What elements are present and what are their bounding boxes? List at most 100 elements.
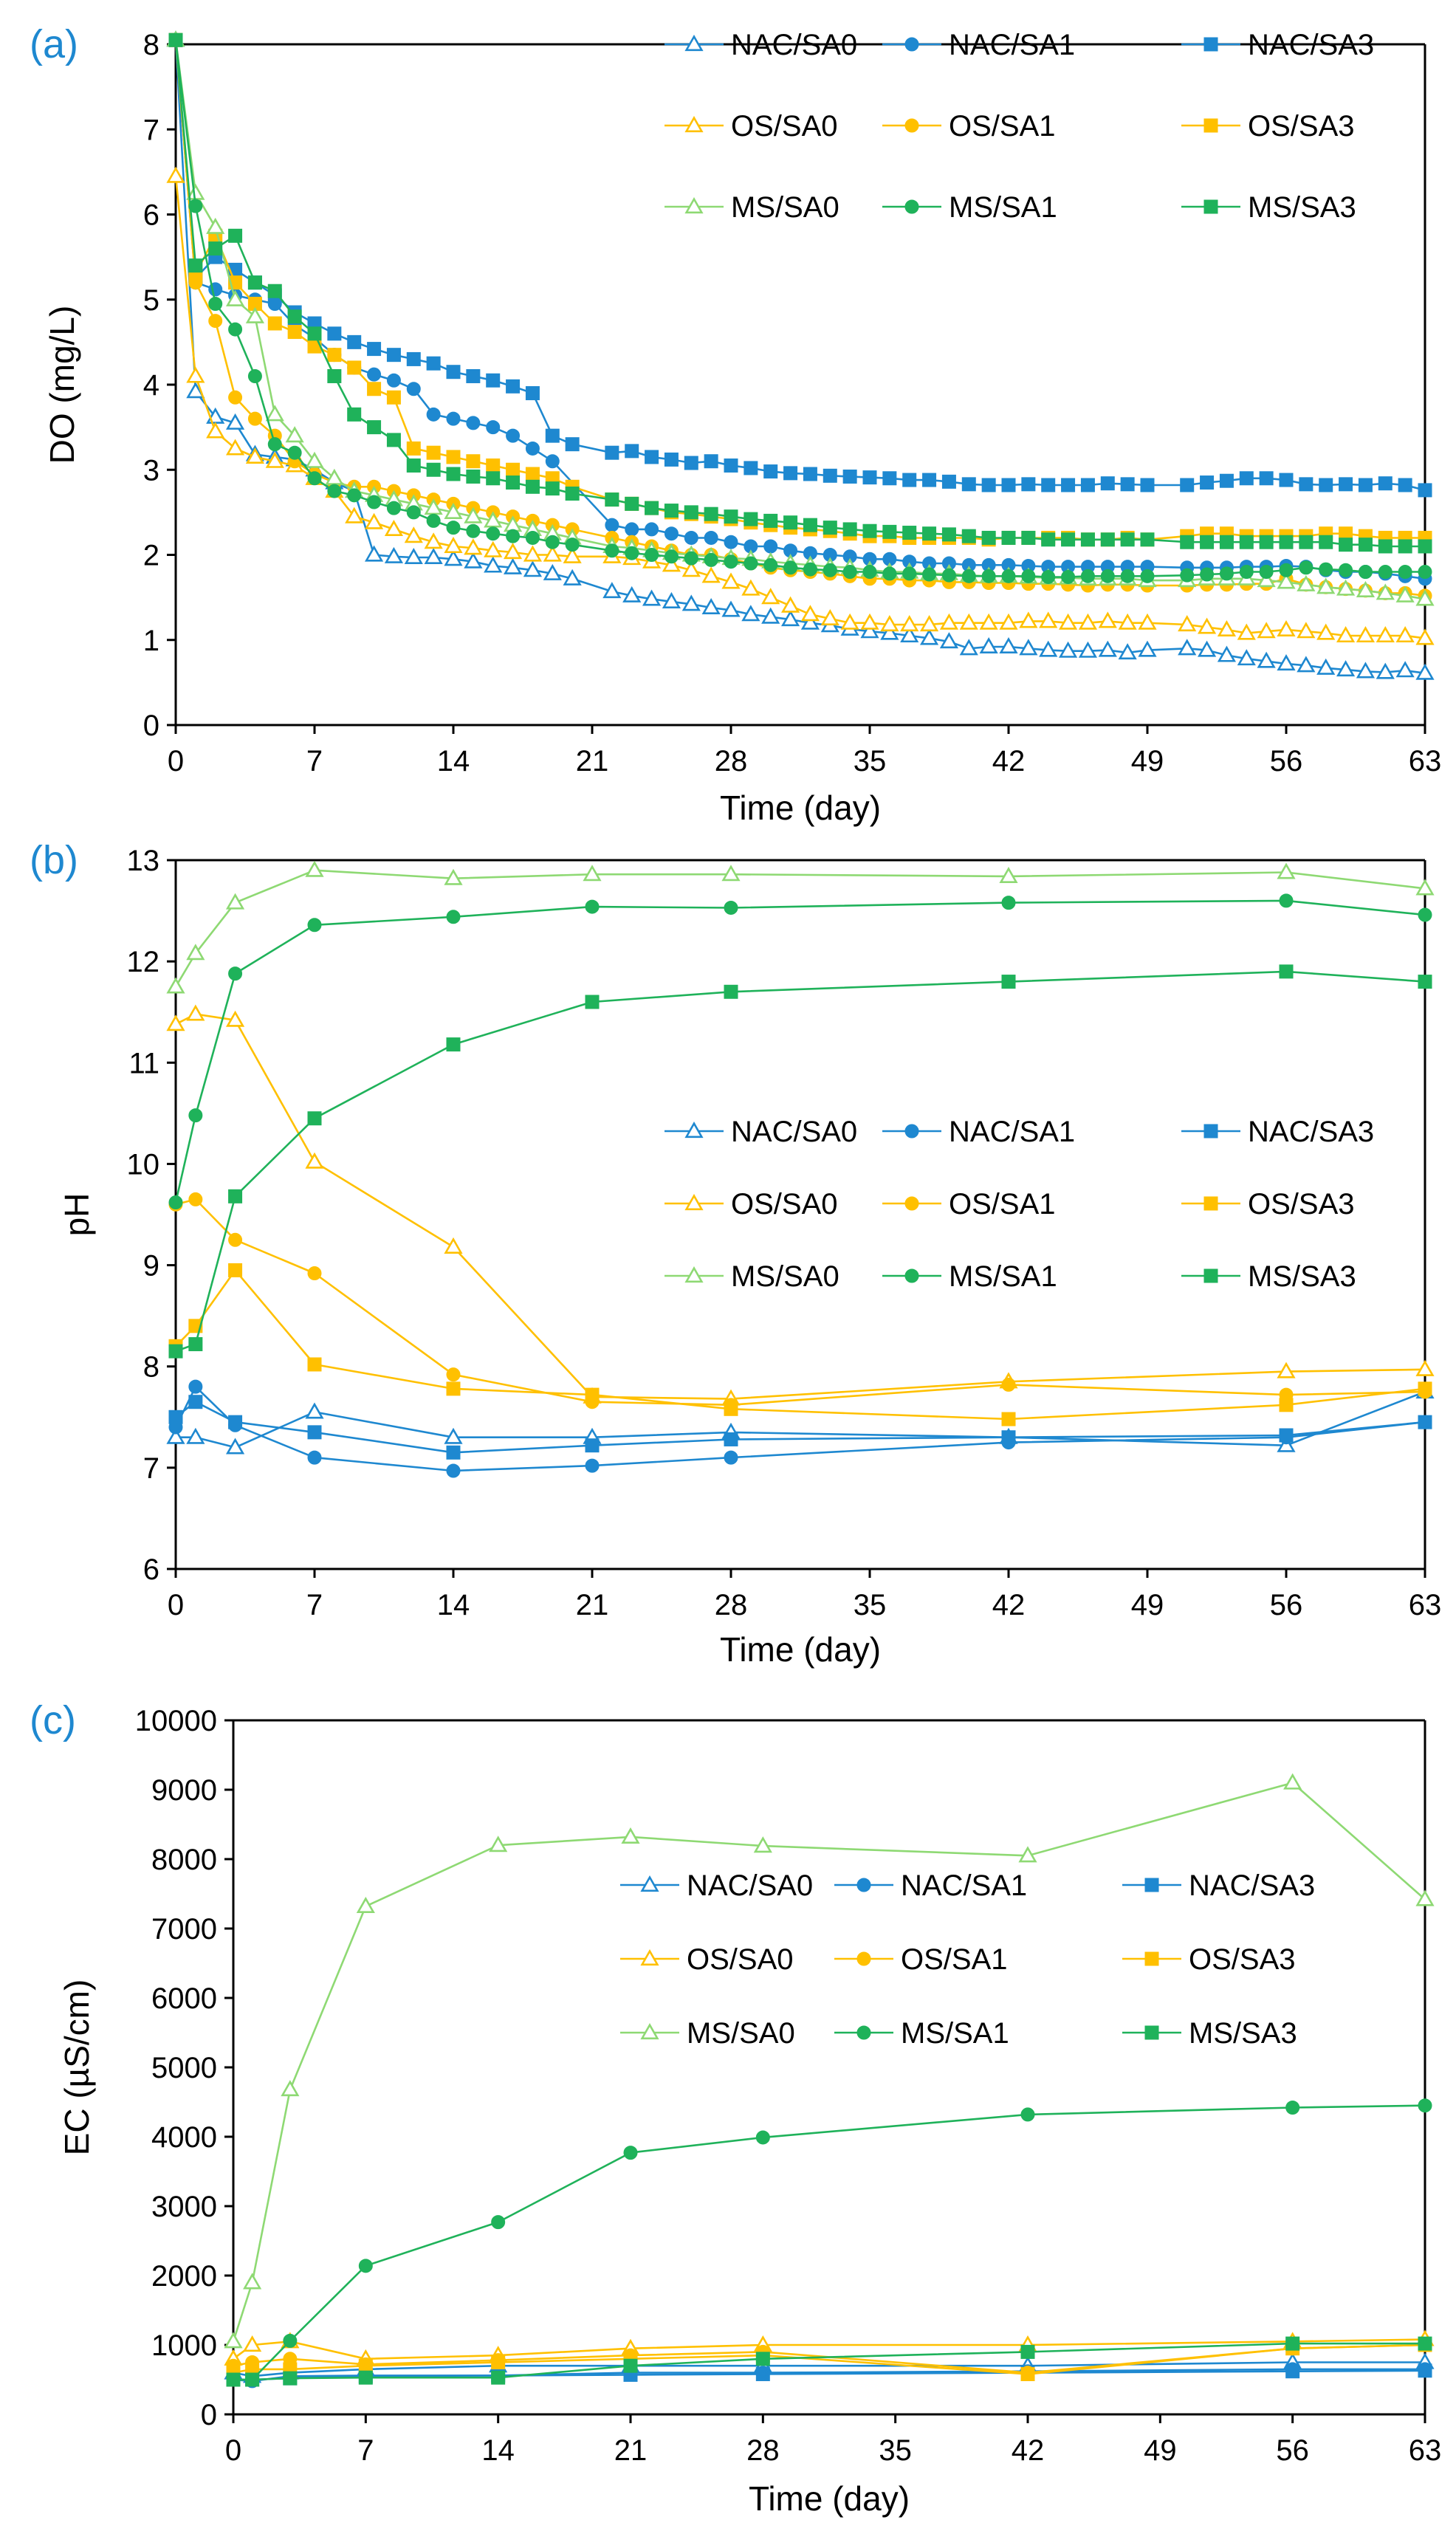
data-point-nac-sa3: [1279, 473, 1294, 487]
data-point-os-sa0: [840, 613, 859, 630]
legend-marker: [684, 35, 704, 52]
data-point-ms-sa3: [1041, 532, 1056, 547]
data-point-ms-sa0: [721, 865, 741, 882]
data-point-ms-sa0: [224, 2332, 243, 2349]
legend-marker: [1203, 118, 1218, 133]
legend-marker: [904, 1268, 919, 1283]
legend-label: MS/SA1: [949, 191, 1057, 224]
data-point-ms-sa3: [623, 2358, 638, 2373]
data-point-ms-sa0: [305, 860, 324, 877]
legend-entry-ms-sa0: MS/SA0: [665, 1260, 839, 1293]
legend-label: NAC/SA0: [687, 1869, 813, 1902]
y-tick-label: 7000: [151, 1913, 217, 1946]
data-point-ms-sa1: [1041, 569, 1056, 584]
data-point-ms-sa0: [621, 1827, 640, 1844]
data-point-nac-sa0: [364, 545, 384, 562]
data-point-ms-sa1: [491, 2215, 506, 2230]
x-tick-label: 35: [879, 2434, 912, 2467]
data-point-ms-sa1: [426, 513, 441, 528]
data-point-ms-sa1: [506, 529, 521, 543]
data-point-ms-sa3: [1001, 530, 1016, 545]
data-point-nac-sa0: [880, 623, 899, 640]
x-tick-label: 28: [715, 745, 748, 777]
data-point-ms-sa3: [981, 530, 996, 545]
data-point-nac-sa3: [1259, 471, 1274, 486]
legend-marker: [1144, 1878, 1159, 1892]
data-point-nac-sa3: [823, 468, 837, 483]
data-point-nac-sa3: [1339, 477, 1353, 492]
data-point-ms-sa1: [446, 521, 461, 535]
data-point-os-sa0: [1138, 613, 1157, 630]
data-point-os-sa3: [446, 1381, 461, 1396]
data-point-nac-sa0: [721, 600, 741, 617]
x-tick-label: 21: [576, 745, 609, 777]
data-point-ms-sa3: [307, 326, 322, 341]
data-point-ms-sa1: [386, 501, 401, 515]
data-point-nac-sa1: [506, 428, 521, 443]
data-point-ms-sa1: [327, 484, 342, 498]
data-point-ms-sa0: [1356, 580, 1376, 597]
data-point-os-sa0: [1376, 626, 1395, 643]
data-point-os-sa0: [305, 1152, 324, 1169]
data-point-nac-sa3: [882, 471, 897, 486]
data-point-os-sa1: [208, 314, 223, 329]
data-point-os-sa3: [267, 316, 282, 331]
y-tick-label: 8: [143, 29, 159, 61]
data-point-nac-sa0: [166, 1427, 185, 1444]
data-point-ms-sa3: [283, 2371, 298, 2386]
data-point-ms-sa3: [426, 462, 441, 477]
data-point-os-sa0: [1078, 613, 1098, 630]
data-point-os-sa0: [880, 615, 899, 632]
data-point-ms-sa1: [763, 557, 778, 572]
data-point-nac-sa1: [724, 535, 738, 549]
legend-entry-os-sa0: OS/SA0: [620, 1943, 794, 1976]
data-point-nac-sa3: [1378, 476, 1393, 491]
data-point-nac-sa0: [860, 622, 879, 639]
series-line-nac-sa0: [176, 1390, 1426, 1449]
data-point-ms-sa1: [565, 538, 580, 552]
data-point-ms-sa3: [386, 433, 401, 447]
data-point-os-sa3: [426, 445, 441, 460]
x-tick-label: 0: [168, 745, 184, 777]
data-point-ms-sa3: [585, 995, 600, 1009]
data-point-ms-sa0: [1415, 1889, 1435, 1906]
data-point-os-sa0: [1277, 1361, 1296, 1378]
series-line-nac-sa1: [174, 1385, 1426, 1472]
data-point-ms-sa3: [525, 479, 540, 494]
legend-entry-os-sa1: OS/SA1: [882, 1188, 1056, 1220]
y-tick-label: 10: [127, 1148, 160, 1181]
legend-label: NAC/SA0: [731, 29, 857, 61]
data-point-os-sa0: [543, 545, 562, 562]
data-point-ms-sa0: [1277, 572, 1296, 589]
series-ms-sa0: [224, 1773, 1435, 2349]
data-point-ms-sa0: [186, 944, 205, 961]
legend-entry-nac-sa1: NAC/SA1: [882, 1116, 1075, 1148]
legend-entry-nac-sa3: NAC/SA3: [1181, 29, 1374, 61]
legend-label: NAC/SA1: [901, 1869, 1027, 1902]
data-point-ms-sa1: [228, 966, 243, 981]
y-tick-label: 9: [143, 1250, 159, 1282]
data-point-nac-sa3: [168, 1409, 183, 1424]
data-point-ms-sa1: [208, 297, 223, 312]
legend-label: MS/SA0: [687, 2017, 795, 2050]
data-point-ms-sa1: [287, 445, 302, 460]
data-point-ms-sa0: [999, 866, 1018, 884]
data-point-ms-sa1: [188, 1108, 203, 1123]
data-point-nac-sa0: [999, 636, 1018, 654]
data-point-os-sa3: [1418, 1381, 1432, 1396]
data-point-ms-sa3: [188, 258, 203, 273]
data-point-nac-sa1: [763, 539, 778, 554]
data-point-nac-sa3: [1239, 471, 1254, 486]
x-tick-label: 0: [168, 1589, 184, 1621]
data-point-ms-sa1: [1140, 569, 1155, 583]
data-point-os-sa0: [345, 506, 364, 523]
data-point-os-sa0: [919, 615, 939, 632]
x-tick-label: 42: [1012, 2434, 1045, 2467]
data-point-os-sa0: [1415, 1359, 1435, 1376]
data-point-os-sa0: [1415, 628, 1435, 645]
data-point-os-sa3: [287, 325, 302, 340]
data-point-ms-sa0: [1376, 583, 1395, 600]
legend-label: OS/SA3: [1248, 1188, 1355, 1220]
data-point-ms-sa3: [168, 1344, 183, 1359]
